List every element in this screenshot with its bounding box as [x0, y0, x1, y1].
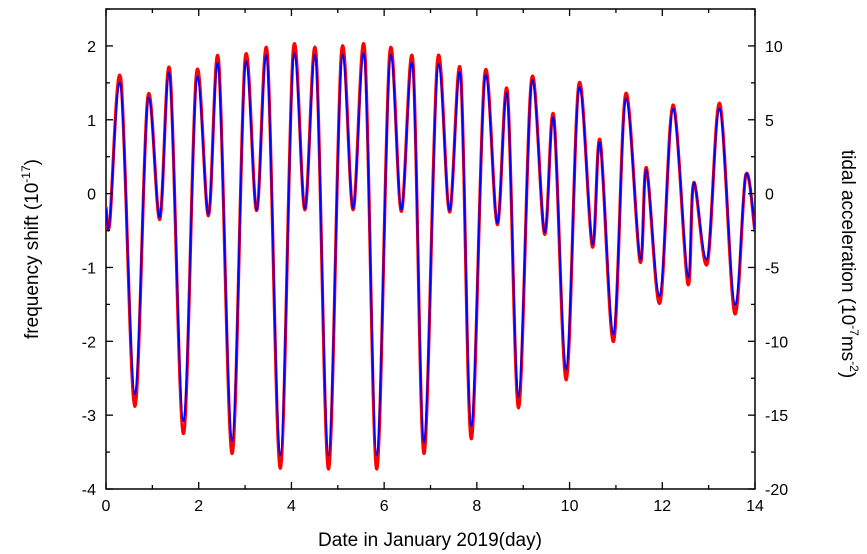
- y-left-tick-label: -4: [82, 482, 96, 499]
- y-right-tick-label: -10: [765, 334, 788, 351]
- x-tick-label: 0: [102, 498, 111, 515]
- x-tick-label: 10: [561, 498, 579, 515]
- right-axis-title-text: tidal acceleration (10: [837, 150, 858, 325]
- x-tick-label: 14: [746, 498, 764, 515]
- y-left-tick-label: -3: [82, 408, 96, 425]
- x-tick-label: 6: [380, 498, 389, 515]
- series-layer: [106, 42, 755, 471]
- y-right-tick-label: 0: [765, 187, 774, 204]
- y-left-tick-label: 2: [87, 39, 96, 56]
- y-left-tick-label: 1: [87, 113, 96, 130]
- right-axis-title: tidal acceleration (10-7ms-2): [837, 150, 861, 378]
- left-axis-title-suffix: ): [22, 159, 43, 165]
- y-right-tick-label: 10: [765, 39, 783, 56]
- y-right-tick-label: -15: [765, 408, 788, 425]
- left-axis-title-group: frequency shift (10-17): [19, 159, 43, 339]
- y-right-tick-label: -20: [765, 482, 788, 499]
- left-axis-title-sup: -17: [19, 165, 33, 183]
- x-tick-label: 2: [194, 498, 203, 515]
- series-line-blue: [106, 52, 755, 457]
- x-tick-label: 4: [287, 498, 296, 515]
- right-axis-title-group: tidal acceleration (10-7ms-2): [837, 150, 861, 378]
- right-axis-title-sup2: -2: [847, 361, 861, 372]
- left-axis-title-text: frequency shift (10: [22, 183, 43, 339]
- x-tick-label: 12: [653, 498, 671, 515]
- x-axis-title: Date in January 2019(day): [318, 530, 542, 551]
- x-tick-label: 8: [472, 498, 481, 515]
- y-right-tick-label: 5: [765, 113, 774, 130]
- y-left-tick-label: -1: [82, 260, 96, 277]
- y-right-tick-label: -5: [765, 260, 779, 277]
- right-axis-title-suffix: ): [837, 372, 858, 378]
- right-axis-title-sup1: -7: [847, 325, 861, 336]
- left-axis-title: frequency shift (10-17): [19, 159, 43, 339]
- right-axis-title-mid: ms: [837, 336, 858, 361]
- y-left-tick-label: -2: [82, 334, 96, 351]
- y-left-tick-label: 0: [87, 187, 96, 204]
